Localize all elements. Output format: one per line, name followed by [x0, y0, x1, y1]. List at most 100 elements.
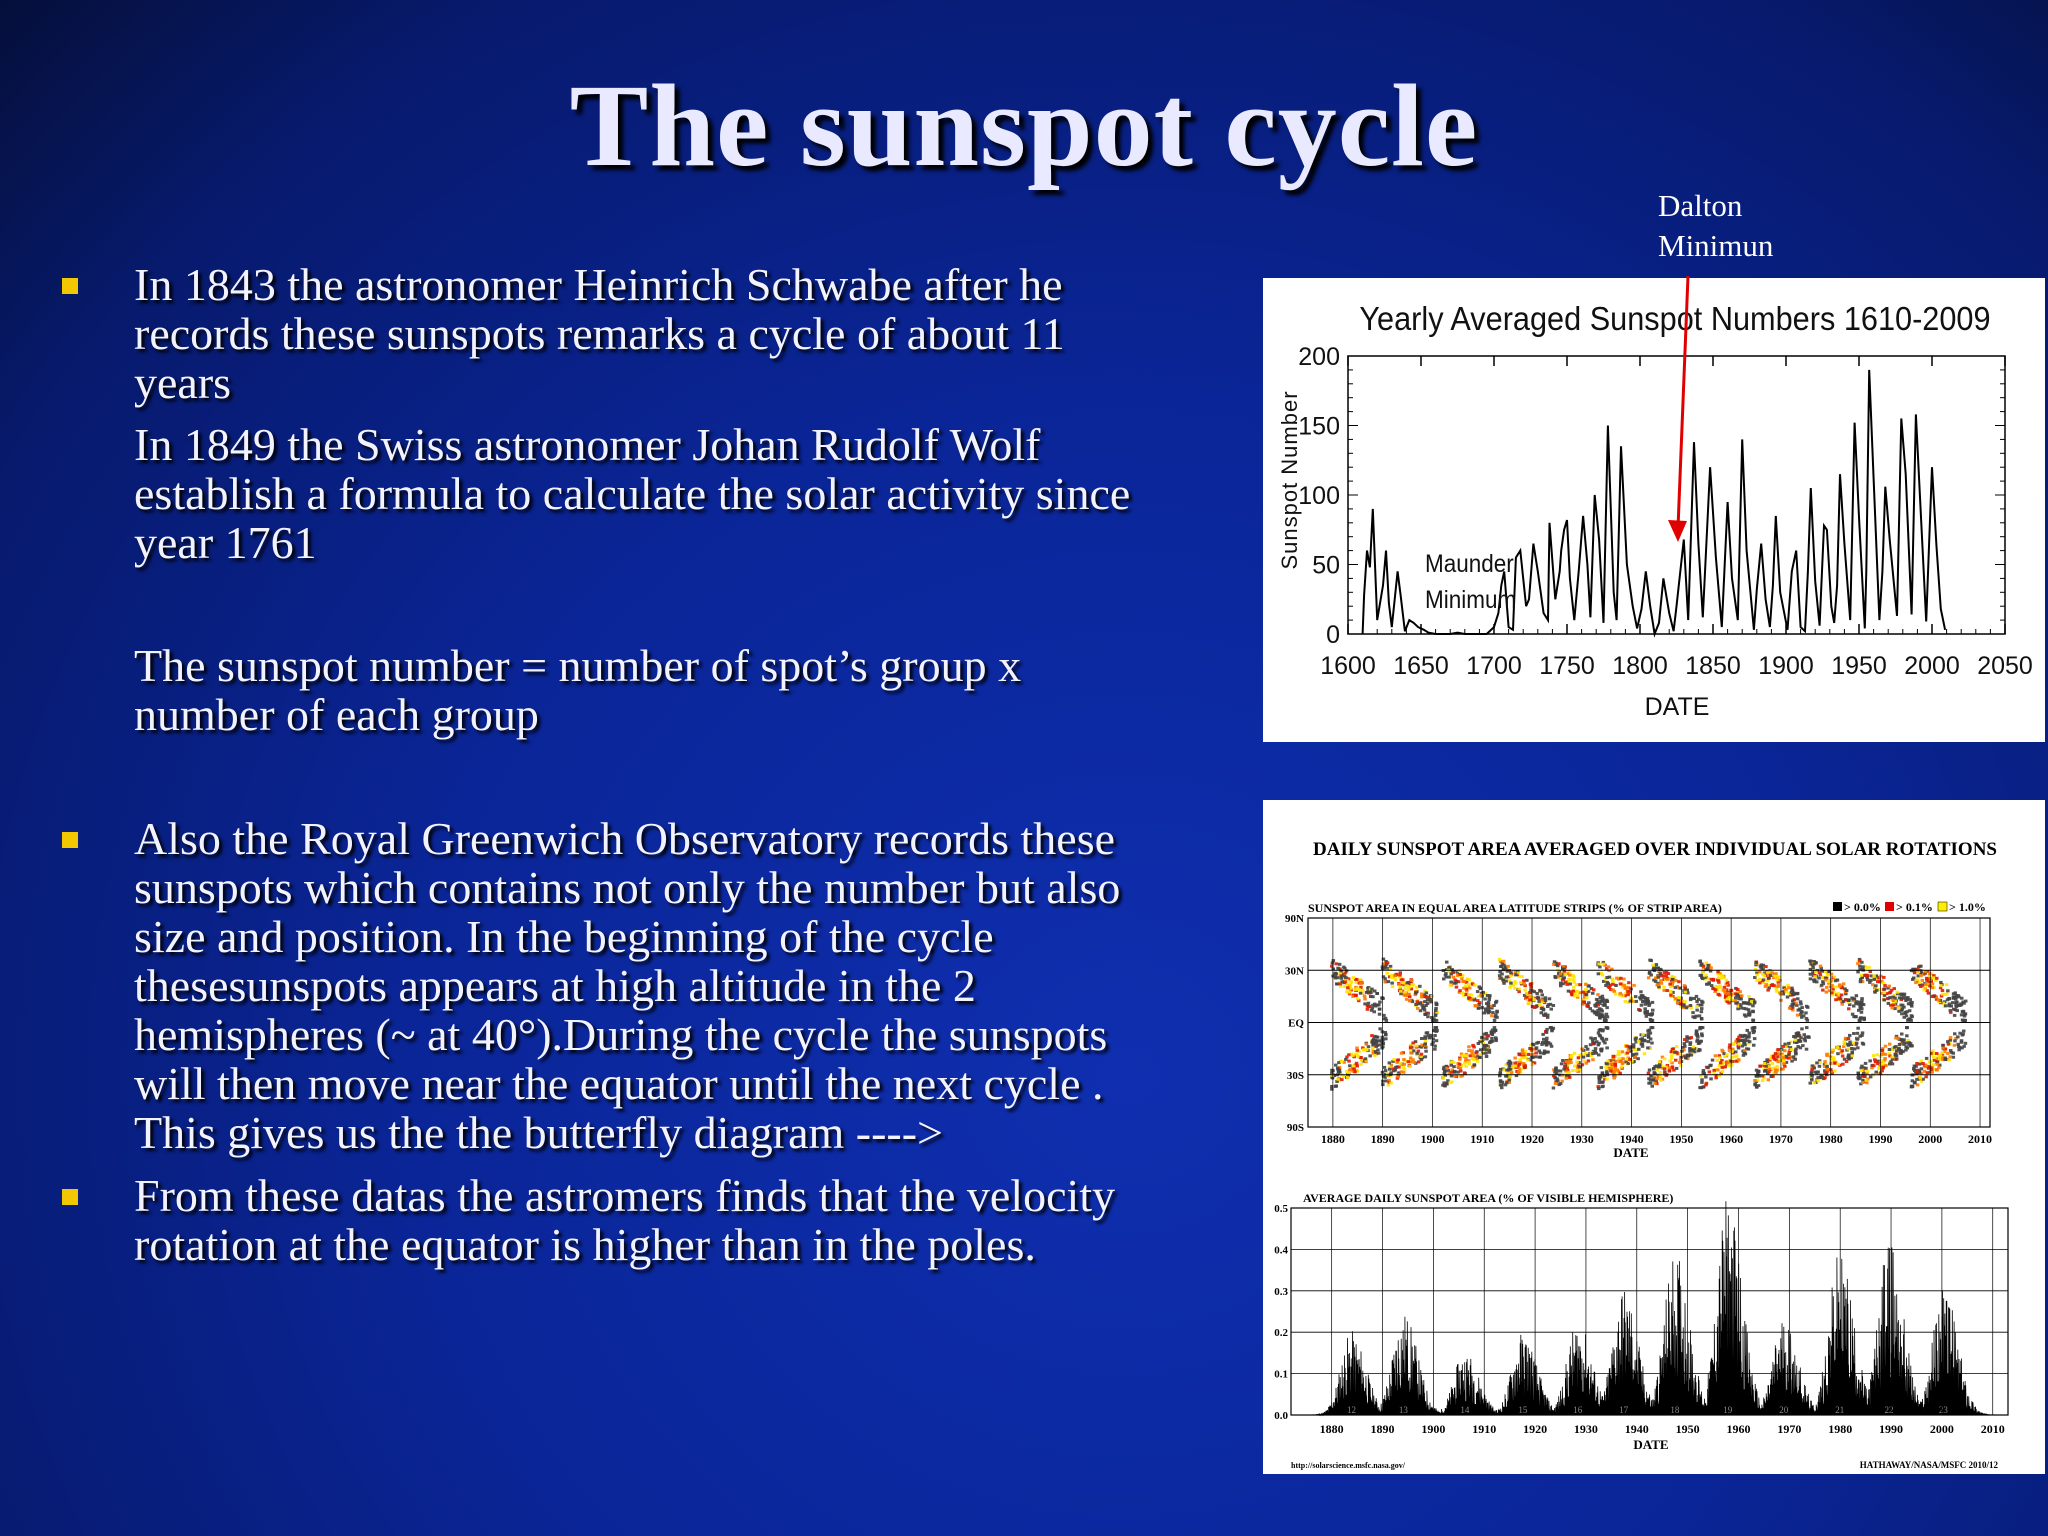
butterfly-sunspot-mark	[1883, 1064, 1888, 1068]
butterfly-sunspot-mark	[1938, 1063, 1942, 1067]
chart3-xtick-label: 1920	[1523, 1422, 1547, 1436]
butterfly-sunspot-mark	[1766, 984, 1771, 987]
butterfly-sunspot-mark	[1601, 1075, 1605, 1079]
butterfly-sunspot-mark	[1505, 1081, 1509, 1085]
butterfly-sunspot-mark	[1371, 1046, 1375, 1050]
butterfly-sunspot-mark	[1672, 976, 1677, 980]
butterfly-sunspot-mark	[1371, 1042, 1376, 1046]
chart1-frame	[1347, 355, 2006, 635]
butterfly-sunspot-mark	[1600, 1015, 1604, 1019]
butterfly-sunspot-mark	[1608, 983, 1612, 987]
butterfly-sunspot-mark	[1554, 961, 1558, 965]
butterfly-sunspot-mark	[1470, 1057, 1475, 1060]
butterfly-sunspot-mark	[1507, 1081, 1511, 1084]
butterfly-sunspot-mark	[1846, 1056, 1850, 1060]
butterfly-sunspot-mark	[1795, 1003, 1799, 1007]
butterfly-sunspot-mark	[1345, 1055, 1349, 1059]
butterfly-sunspot-mark	[1444, 975, 1449, 979]
butterfly-sunspot-mark	[1920, 1072, 1924, 1076]
butterfly-sunspot-mark	[1766, 974, 1771, 978]
butterfly-sunspot-mark	[1825, 1067, 1829, 1071]
butterfly-sunspot-mark	[1647, 1081, 1651, 1085]
butterfly-sunspot-mark	[1948, 1049, 1953, 1053]
butterfly-sunspot-mark	[1841, 999, 1846, 1003]
butterfly-sunspot-mark	[1628, 1046, 1633, 1050]
butterfly-sunspot-mark	[1731, 1047, 1735, 1051]
butterfly-sunspot-mark	[1341, 969, 1345, 973]
butterfly-sunspot-mark	[1600, 994, 1605, 998]
butterfly-sunspot-mark	[1946, 1040, 1950, 1044]
butterfly-sunspot-mark	[1425, 1031, 1430, 1035]
butterfly-sunspot-mark	[1505, 969, 1510, 973]
butterfly-sunspot-mark	[1776, 1055, 1780, 1059]
butterfly-sunspot-mark	[1789, 990, 1794, 994]
butterfly-sunspot-mark	[1402, 1062, 1406, 1066]
butterfly-sunspot-mark	[1492, 1004, 1496, 1007]
butterfly-sunspot-mark	[1839, 993, 1844, 997]
butterfly-sunspot-mark	[1860, 980, 1865, 984]
butterfly-sunspot-mark	[1805, 1018, 1810, 1022]
butterfly-sunspot-mark	[1451, 975, 1456, 979]
slide-title: The sunspot cycle	[569, 60, 1479, 191]
butterfly-sunspot-mark	[1397, 975, 1402, 979]
chart1-xtick-label: 1850	[1685, 652, 1741, 680]
butterfly-sunspot-mark	[1667, 1066, 1672, 1070]
butterfly-sunspot-mark	[1626, 1000, 1630, 1004]
butterfly-sunspot-mark	[1669, 993, 1673, 997]
butterfly-sunspot-mark	[1718, 984, 1722, 988]
butterfly-sunspot-mark	[1772, 984, 1776, 988]
butterfly-sunspot-mark	[1618, 993, 1622, 997]
butterfly-sunspot-mark	[1681, 1006, 1685, 1010]
butterfly-sunspot-mark	[1819, 983, 1824, 987]
butterfly-sunspot-mark	[1806, 1005, 1810, 1009]
butterfly-sunspot-mark	[1354, 1061, 1359, 1065]
butterfly-sunspot-mark	[1517, 990, 1521, 994]
butterfly-sunspot-mark	[1907, 1041, 1912, 1045]
chart2-legend-1: > 0.1%	[1896, 900, 1933, 914]
butterfly-sunspot-mark	[1837, 993, 1842, 997]
butterfly-sunspot-mark	[1419, 995, 1424, 999]
butterfly-sunspot-mark	[1449, 1070, 1454, 1074]
butterfly-sunspot-mark	[1559, 974, 1563, 978]
butterfly-sunspot-mark	[1920, 979, 1925, 982]
butterfly-sunspot-mark	[1604, 977, 1608, 981]
butterfly-sunspot-mark	[1890, 1062, 1895, 1066]
butterfly-sunspot-mark	[1502, 963, 1506, 967]
butterfly-sunspot-mark	[1669, 1050, 1674, 1054]
butterfly-sunspot-mark	[1900, 1012, 1904, 1016]
butterfly-sunspot-mark	[1902, 1015, 1906, 1019]
butterfly-sunspot-mark	[1418, 1009, 1423, 1013]
butterfly-sunspot-mark	[1754, 1068, 1759, 1072]
butterfly-sunspot-mark	[1525, 995, 1529, 999]
chart3-ytick-label: 0.2	[1274, 1327, 1288, 1339]
butterfly-sunspot-mark	[1355, 1048, 1360, 1052]
butterfly-sunspot-mark	[1387, 975, 1392, 979]
butterfly-sunspot-mark	[1410, 983, 1414, 986]
butterfly-sunspot-mark	[1795, 1032, 1800, 1036]
butterfly-sunspot-mark	[1384, 1018, 1389, 1022]
butterfly-sunspot-mark	[1939, 980, 1943, 984]
butterfly-sunspot-mark	[1723, 997, 1728, 1001]
butterfly-sunspot-mark	[1795, 991, 1800, 995]
butterfly-sunspot-mark	[1334, 972, 1338, 976]
butterfly-sunspot-mark	[1716, 992, 1720, 996]
butterfly-sunspot-mark	[1678, 986, 1683, 990]
butterfly-sunspot-mark	[1669, 991, 1673, 995]
butterfly-sunspot-mark	[1768, 974, 1773, 977]
butterfly-sunspot-mark	[1876, 1059, 1880, 1063]
butterfly-sunspot-mark	[1682, 989, 1686, 993]
butterfly-sunspot-mark	[1686, 991, 1690, 995]
butterfly-sunspot-mark	[1871, 983, 1875, 987]
butterfly-sunspot-mark	[1859, 1002, 1863, 1006]
butterfly-sunspot-mark	[1646, 1040, 1651, 1044]
butterfly-sunspot-mark	[1783, 1049, 1787, 1053]
butterfly-sunspot-mark	[1851, 999, 1855, 1003]
butterfly-sunspot-mark	[1824, 978, 1828, 982]
butterfly-sunspot-mark	[1372, 1010, 1376, 1014]
butterfly-sunspot-mark	[1423, 989, 1427, 993]
butterfly-sunspot-mark	[1562, 1067, 1566, 1071]
butterfly-sunspot-mark	[1545, 1036, 1549, 1040]
chart2-xtick-label: 1920	[1520, 1132, 1544, 1146]
butterfly-sunspot-mark	[1594, 1004, 1598, 1008]
butterfly-sunspot-mark	[1887, 991, 1892, 995]
